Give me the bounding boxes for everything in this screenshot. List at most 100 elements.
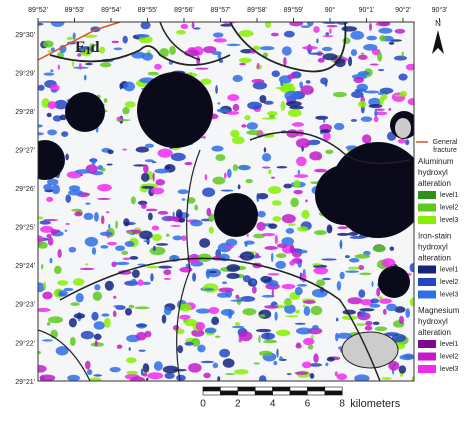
alteration-patch	[309, 363, 323, 367]
contact-line	[229, 22, 347, 73]
alteration-patch	[78, 62, 82, 70]
legend-title: Magnesium	[418, 306, 460, 315]
alteration-patch	[289, 243, 295, 254]
alteration-patch	[222, 358, 235, 368]
contact-line	[38, 329, 91, 381]
alteration-patch	[100, 245, 109, 249]
alteration-patch	[113, 295, 117, 299]
alteration-patch	[286, 129, 299, 138]
alteration-patch	[84, 236, 99, 247]
alteration-patch	[354, 254, 371, 259]
alteration-patch	[53, 265, 62, 275]
alteration-patch	[316, 279, 326, 287]
alteration-patch	[337, 226, 348, 230]
legend-label: level3	[440, 366, 458, 373]
alteration-patch	[119, 83, 123, 90]
alteration-patch	[79, 173, 84, 176]
alteration-patch	[261, 332, 275, 340]
alteration-patch	[374, 108, 385, 111]
alteration-patch	[134, 306, 150, 310]
alteration-patch	[348, 56, 353, 67]
alteration-patch	[232, 136, 245, 145]
scale-unit: kilometers	[350, 398, 401, 410]
alteration-patch	[114, 261, 130, 266]
alteration-patch	[180, 23, 189, 30]
alteration-patch	[294, 286, 303, 296]
alteration-patch	[112, 310, 117, 318]
scale-segment	[254, 386, 273, 392]
alteration-patch	[38, 364, 47, 373]
alteration-patch	[89, 43, 95, 51]
alteration-patch	[347, 232, 359, 236]
longitude-label: 89°52'	[28, 6, 48, 14]
longitude-label: 89°58'	[247, 6, 267, 14]
alteration-patch	[399, 90, 408, 97]
alteration-patch	[211, 145, 224, 152]
alteration-patch	[181, 198, 186, 201]
alteration-patch	[313, 353, 319, 364]
alteration-patch	[321, 258, 337, 261]
alteration-patch	[163, 306, 172, 316]
alteration-patch	[407, 98, 414, 106]
alteration-patch	[150, 273, 154, 282]
alteration-patch	[264, 246, 278, 250]
scale-segment	[324, 386, 343, 392]
alteration-patch	[350, 30, 365, 40]
alteration-patch	[216, 108, 229, 113]
alteration-patch	[356, 83, 368, 92]
alteration-patch	[47, 101, 57, 110]
alteration-patch	[113, 305, 124, 308]
alteration-patch	[107, 149, 114, 155]
longitude-label: 89°53'	[65, 6, 85, 14]
alteration-patch	[47, 316, 64, 324]
alteration-patch	[135, 323, 148, 328]
alteration-patch	[300, 85, 314, 95]
alteration-patch	[215, 154, 226, 162]
alteration-patch	[52, 115, 62, 122]
longitude-label: 90°3'	[432, 6, 448, 14]
alteration-patch	[306, 22, 314, 27]
alteration-patch	[41, 264, 44, 270]
alteration-patch	[289, 260, 295, 266]
scale-label: 6	[305, 399, 311, 410]
alteration-patch	[200, 360, 215, 364]
alteration-patch	[284, 304, 296, 314]
alteration-patch	[217, 102, 221, 105]
contact-line	[176, 149, 201, 381]
alteration-patch	[123, 218, 130, 227]
alteration-patch	[290, 197, 299, 208]
alteration-patch	[61, 131, 69, 137]
alteration-patch	[240, 49, 255, 54]
alteration-patch	[411, 375, 414, 381]
alteration-patch	[252, 81, 268, 90]
alteration-patch	[116, 344, 123, 349]
alteration-patch	[398, 365, 407, 374]
alteration-patch	[38, 350, 42, 355]
alteration-patch	[204, 327, 217, 334]
scale-segment	[272, 386, 291, 392]
alteration-patch	[342, 37, 351, 45]
alteration-patch	[275, 260, 286, 269]
alteration-patch	[274, 234, 278, 245]
alteration-patch	[141, 203, 147, 209]
alteration-patch	[381, 377, 392, 380]
alteration-patch	[403, 353, 414, 360]
alteration-patch	[235, 294, 240, 299]
alteration-patch	[115, 245, 126, 251]
alteration-patch	[405, 63, 414, 71]
alteration-patch	[43, 218, 59, 222]
alteration-patch	[321, 46, 333, 52]
contact-line	[59, 257, 381, 381]
alteration-patch	[186, 197, 196, 204]
alteration-patch	[154, 63, 162, 70]
alteration-patch	[270, 32, 279, 37]
alteration-patch	[317, 57, 325, 63]
alteration-patch	[323, 131, 331, 141]
alteration-patch	[149, 246, 166, 256]
alteration-patch	[39, 374, 56, 381]
alteration-patch	[46, 321, 51, 326]
alteration-patch	[291, 122, 304, 127]
alteration-patch	[358, 100, 367, 108]
alteration-patch	[246, 233, 249, 237]
alteration-patch	[258, 335, 261, 344]
